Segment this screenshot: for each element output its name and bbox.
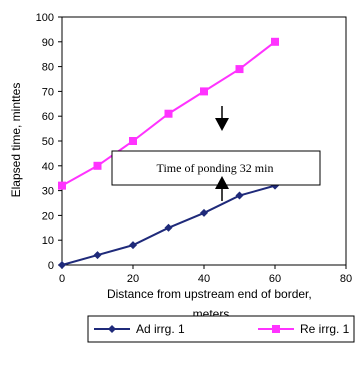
ponding-annotation: Time of ponding 32 min: [111, 150, 321, 186]
data-point: [164, 223, 173, 232]
y-tick-label: 0: [48, 260, 54, 272]
series-2: [58, 37, 279, 190]
y-tick-label: 70: [42, 86, 54, 98]
y-tick-label: 10: [42, 235, 54, 247]
y-tick-label: 80: [42, 62, 54, 74]
y-tick-label: 90: [42, 37, 54, 49]
data-point: [58, 181, 66, 190]
up-arrow: [215, 176, 229, 201]
x-tick-label: 0: [59, 273, 65, 285]
legend: Ad irrg. 1 Re irrg. 1: [87, 315, 355, 343]
x-tick-label: 60: [269, 273, 281, 285]
y-tick-label: 20: [42, 210, 54, 222]
data-point: [200, 208, 208, 217]
y-tick-label: 50: [42, 136, 54, 148]
data-point: [129, 241, 137, 250]
legend-item-re: Re irrg. 1: [258, 322, 350, 336]
x-tick-label: 80: [340, 273, 352, 285]
series-layer: [58, 37, 279, 269]
down-arrow: [215, 106, 229, 131]
series-1: [58, 181, 279, 269]
data-point: [164, 109, 173, 118]
legend-box: [87, 315, 355, 343]
y-tick-label: 40: [42, 161, 54, 173]
y-axis-title: Elapsed time, minttes: [9, 83, 23, 198]
data-point: [58, 261, 66, 269]
legend-item-ad: Ad irrg. 1: [94, 322, 185, 336]
data-point: [271, 37, 279, 46]
data-point: [200, 87, 208, 96]
axes: 0 10 20 30 40 50 60 70 80 90 100 0 20 40 60 80: [36, 12, 352, 285]
annotation-box: [111, 150, 321, 186]
x-tick-label: 40: [198, 273, 210, 285]
legend-square-marker: [272, 325, 280, 333]
legend-label-re: Re irrg. 1: [300, 322, 350, 336]
data-point: [93, 161, 102, 170]
data-point: [129, 137, 137, 145]
plot-area: [61, 16, 347, 266]
annotation-text: Time of ponding 32 min: [157, 161, 274, 175]
y-tick-label: 30: [42, 186, 54, 198]
legend-label-ad: Ad irrg. 1: [136, 322, 185, 336]
y-tick-label: 60: [42, 111, 54, 123]
data-point: [235, 65, 244, 74]
x-tick-label: 20: [127, 273, 139, 285]
data-point: [235, 191, 244, 200]
y-tick-label: 100: [36, 12, 54, 24]
legend-diamond-marker: [108, 325, 116, 333]
data-point: [93, 251, 102, 260]
plot-border: [61, 16, 347, 266]
